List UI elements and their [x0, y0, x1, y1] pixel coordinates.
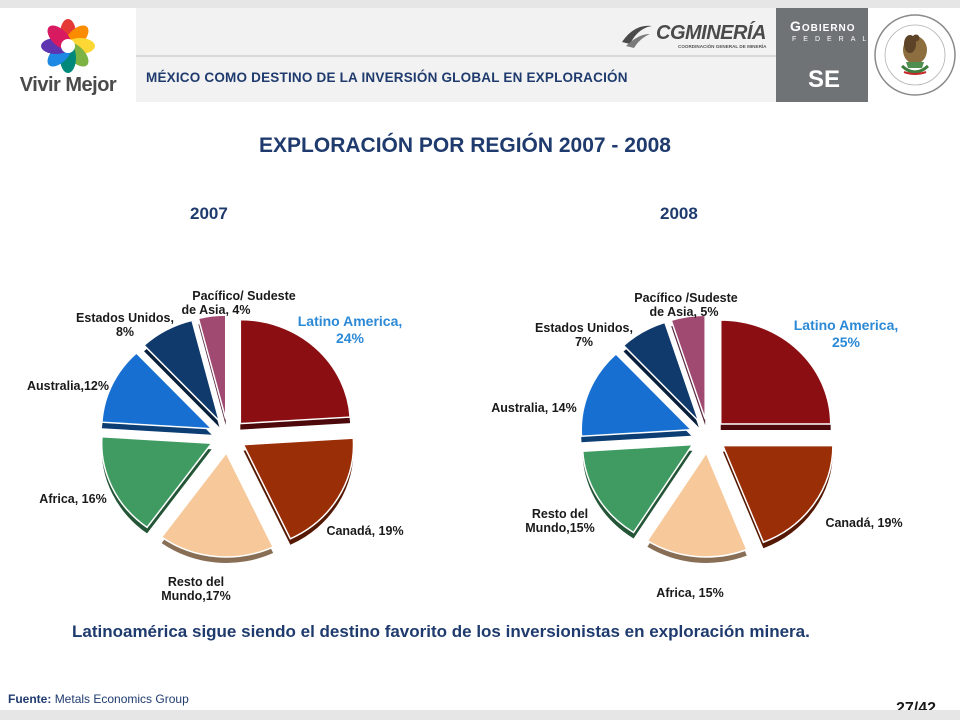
slice-label-2007-pacifico: Pacífico/ Sudeste de Asia, 4%	[181, 289, 295, 317]
pie2007-slice-3	[100, 435, 214, 534]
cg-logo-text: CGMINERÍA	[656, 22, 766, 44]
conclusion-text: Latinoamérica sigue siendo el destino fa…	[72, 622, 810, 641]
pie2008-slice-face-6	[670, 314, 706, 420]
slice-label-2007-australia: Australia,12%	[27, 379, 109, 393]
pie2007-slice-face-5	[142, 319, 221, 424]
pie-charts: Pacífico/ Sudeste de Asia, 4% Latino Amer…	[27, 289, 903, 603]
top-band	[0, 0, 960, 8]
pie2008-slice-face-0	[719, 319, 832, 425]
slice-label-2008-eeuu: Estados Unidos, 7%	[535, 321, 633, 349]
slice-label-2008-latino: Latino America, 25%	[794, 317, 899, 350]
cg-mineria-logo: CGMINERÍA COORDINACIÓN GENERAL DE MINERÍ…	[620, 18, 770, 52]
pie2007-slice-1	[242, 437, 355, 545]
pie2007-slice-face-6	[197, 314, 227, 420]
slice-label-2007-canada: Canadá, 19%	[326, 524, 403, 538]
pie-chart-2007	[100, 314, 355, 563]
gobierno-federal-box: Gobierno FEDERAL	[776, 8, 868, 58]
bottom-band	[0, 710, 960, 720]
pie2008-slice-4	[580, 352, 693, 443]
logo-text: Vivir Mejor	[19, 74, 117, 96]
pie2008-slice-3	[581, 443, 694, 539]
gobierno-title: Gobierno	[790, 18, 856, 34]
pie2007-slice-0	[239, 318, 351, 430]
slice-label-2008-resto: Resto del Mundo,15%	[525, 507, 594, 535]
pie2007-slice-face-1	[242, 437, 355, 540]
slice-label-2008-canada: Canadá, 19%	[825, 516, 902, 530]
pie2007-slice-2	[160, 451, 275, 563]
slice-label-2007-latino: Latino America, 24%	[298, 313, 403, 346]
pie-chart-2008	[580, 314, 834, 563]
main-title: EXPLORACIÓN POR REGIÓN 2007 - 2008	[259, 134, 671, 157]
pie2007-slice-face-0	[239, 318, 351, 425]
pie2007-slice-5	[142, 319, 221, 428]
source-value: Metals Economics Group	[54, 692, 189, 706]
cg-logo-sub: COORDINACIÓN GENERAL DE MINERÍA	[678, 44, 767, 49]
slice-label-2008-africa: Africa, 15%	[656, 586, 723, 600]
pie2008-slice-face-4	[580, 352, 693, 438]
slice-label-2007-resto: Resto del Mundo,17%	[161, 575, 230, 603]
slice-label-2007-africa: Africa, 16%	[39, 492, 106, 506]
pie2008-slice-5	[622, 321, 700, 428]
pie2007-slice-face-2	[160, 451, 275, 558]
year-2008-title: 2008	[660, 204, 698, 223]
pie2008-slice-1	[721, 444, 834, 549]
swoosh-icon	[622, 25, 652, 48]
header-divider	[136, 55, 776, 57]
pie2007-slice-face-3	[100, 435, 214, 529]
source-label: Fuente:	[8, 692, 52, 706]
slice-label-2007-eeuu: Estados Unidos, 8%	[76, 311, 174, 339]
se-label: SE	[808, 66, 841, 93]
federal-label: FEDERAL	[792, 36, 874, 43]
se-box: SE	[776, 58, 868, 102]
pie2008-slice-face-3	[581, 443, 694, 534]
pie2007-slice-face-4	[101, 351, 214, 430]
pie2007-slice-4	[101, 351, 214, 435]
source-note: Fuente: Metals Economics Group	[8, 692, 189, 706]
flower-logo-icon	[41, 19, 95, 73]
vivir-mejor-logo: Vivir Mejor	[0, 8, 136, 102]
pie2008-slice-face-1	[721, 444, 834, 544]
slice-label-2008-pacifico: Pacífico /Sudeste de Asia, 5%	[634, 291, 738, 319]
year-2007-title: 2007	[190, 204, 228, 223]
national-seal-icon	[874, 14, 956, 96]
slice-label-2008-australia: Australia, 14%	[491, 401, 576, 415]
pie2008-slice-6	[670, 314, 706, 426]
pie2007-slice-6	[197, 314, 227, 426]
pie2008-slice-0	[719, 319, 832, 430]
header-title: MÉXICO COMO DESTINO DE LA INVERSIÓN GLOB…	[146, 70, 628, 85]
pie2008-slice-2	[646, 451, 748, 563]
pie2008-slice-face-5	[622, 321, 700, 422]
pie2008-slice-face-2	[646, 451, 748, 558]
